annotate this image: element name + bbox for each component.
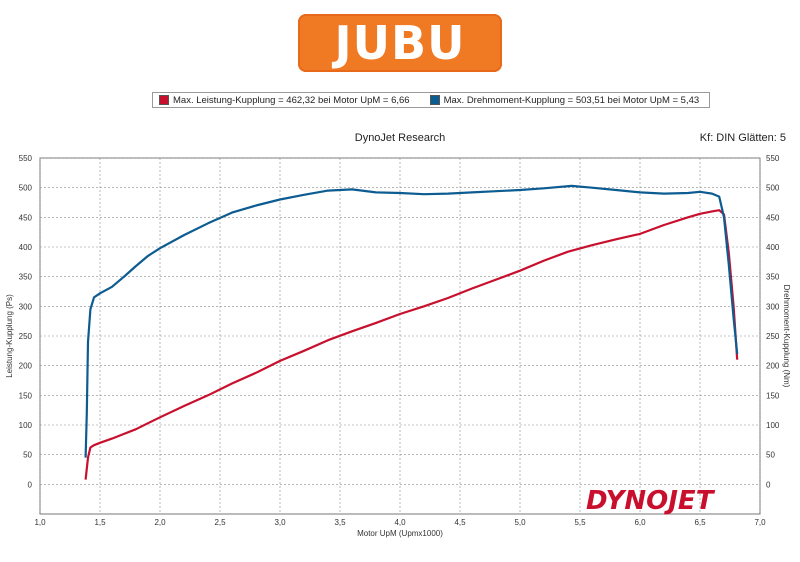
y-tick-label-right: 450 [766,213,780,222]
y-tick-label-left: 250 [19,332,33,341]
x-tick-label: 3,0 [274,518,286,527]
x-tick-label: 5,0 [514,518,526,527]
logo-text: JUBU [334,16,466,70]
x-tick-label: 7,0 [754,518,766,527]
y-tick-label-left: 450 [19,213,33,222]
x-tick-label: 3,5 [334,518,346,527]
y-axis-label-left: Leistung-Kupplung (Ps) [5,294,14,378]
x-tick-label: 4,0 [394,518,406,527]
y-tick-label-right: 400 [766,243,780,252]
legend-item-power: Max. Leistung-Kupplung = 462,32 bei Moto… [159,95,410,106]
x-tick-label: 4,5 [454,518,466,527]
y-tick-label-left: 550 [19,154,33,163]
y-tick-label-right: 350 [766,273,780,282]
x-axis-label: Motor UpM (Upmx1000) [357,529,443,538]
series-line-torque [84,184,739,458]
x-tick-label: 1,5 [94,518,106,527]
y-tick-label-right: 100 [766,421,780,430]
series-line-power [84,209,739,480]
x-tick-label: 2,5 [214,518,226,527]
y-tick-label-right: 50 [766,451,775,460]
chart-info: Kf: DIN Glätten: 5 [699,132,786,144]
jubu-logo: JUBU [298,14,502,72]
x-tick-label: 5,5 [574,518,586,527]
legend-item-torque: Max. Drehmoment-Kupplung = 503,51 bei Mo… [429,94,700,106]
x-tick-label: 1,0 [34,518,46,527]
legend-label-power: Max. Leistung-Kupplung = 462,32 bei Moto… [173,94,410,106]
y-tick-label-left: 50 [23,451,32,460]
y-tick-label-right: 500 [766,184,780,193]
legend-swatch-torque [429,95,440,105]
y-tick-label-right: 0 [766,480,771,489]
chart-legend: Max. Leistung-Kupplung = 462,32 bei Moto… [152,92,710,108]
y-tick-label-left: 100 [19,421,33,430]
y-tick-label-left: 200 [19,362,33,371]
y-tick-label-left: 350 [19,273,33,282]
chart-title: DynoJet Research [354,132,446,144]
y-tick-label-right: 250 [766,332,780,341]
y-tick-label-left: 400 [19,243,33,252]
y-tick-label-left: 500 [19,184,33,193]
y-tick-label-left: 0 [28,480,33,489]
legend-label-torque: Max. Drehmoment-Kupplung = 503,51 bei Mo… [443,94,700,106]
x-tick-label: 6,5 [694,518,706,527]
y-tick-label-right: 550 [766,154,780,163]
x-tick-label: 2,0 [154,518,166,527]
y-tick-label-left: 150 [19,391,33,400]
y-tick-label-left: 300 [19,302,33,311]
dynojet-logo: DYNOJET [586,486,716,516]
y-tick-label-right: 150 [766,391,780,400]
legend-swatch-power [159,95,169,105]
x-tick-label: 6,0 [634,518,646,527]
y-tick-label-right: 200 [766,362,780,371]
y-axis-label-right: Drehmoment-Kupplung (Nm) [782,285,791,388]
y-tick-label-right: 300 [766,302,780,311]
